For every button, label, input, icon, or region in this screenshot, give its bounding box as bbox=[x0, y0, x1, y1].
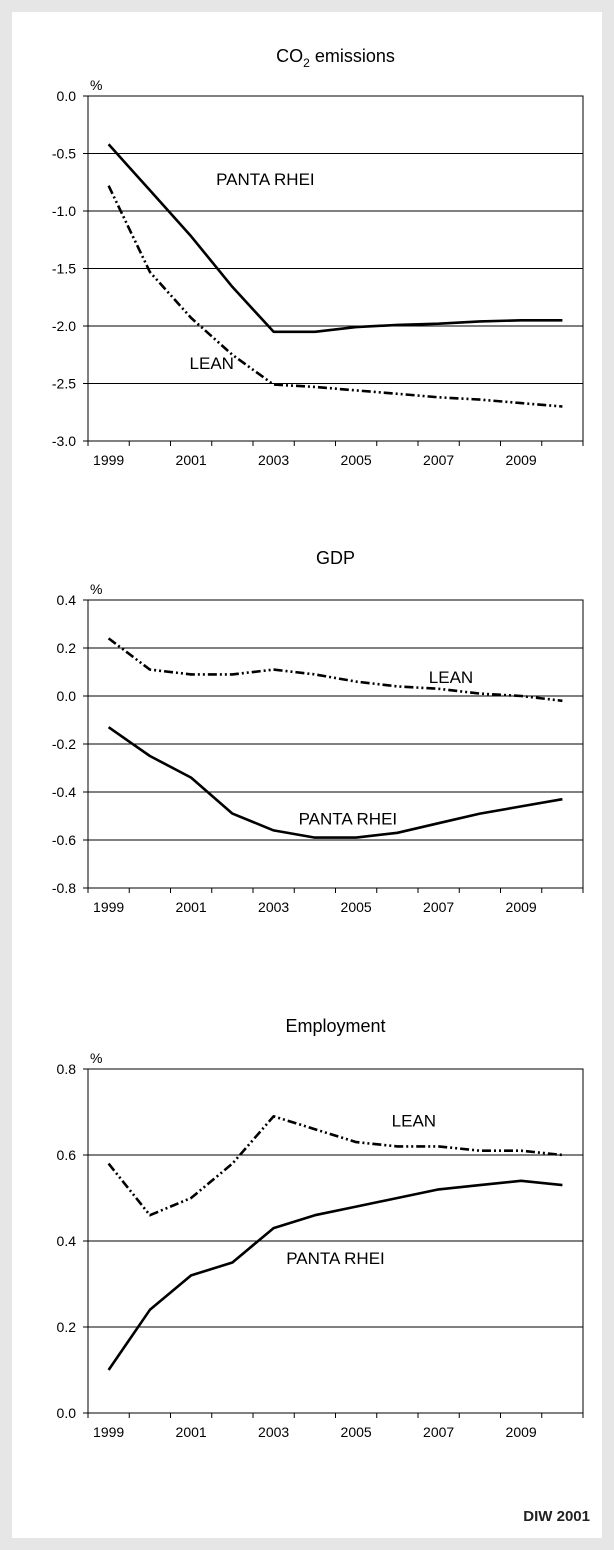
series-line-panta-rhei bbox=[107, 1179, 563, 1371]
x-tick-label: 1999 bbox=[93, 899, 124, 915]
x-tick-label: 2003 bbox=[258, 452, 289, 468]
series-label: LEAN bbox=[429, 668, 473, 687]
y-tick-label: 0.0 bbox=[57, 1405, 77, 1421]
x-tick-label: 2007 bbox=[423, 899, 454, 915]
x-tick-label: 2001 bbox=[176, 452, 207, 468]
chart-1: GDP% 0.4 0.2 0.0 -0.2 -0.4 -0.6 -0.8 1999 2001 200… bbox=[52, 548, 584, 915]
series-line-panta-rhei bbox=[107, 726, 563, 839]
series-label: PANTA RHEI bbox=[299, 809, 398, 828]
x-tick-label: 2009 bbox=[506, 452, 537, 468]
y-tick-label: -0.5 bbox=[52, 146, 76, 162]
x-tick-label: 2001 bbox=[176, 1424, 207, 1440]
y-tick-label: -0.2 bbox=[52, 736, 76, 752]
x-tick-label: 2009 bbox=[506, 899, 537, 915]
series-label: LEAN bbox=[190, 354, 234, 373]
series-line-lean bbox=[107, 185, 563, 408]
chart-title: GDP bbox=[316, 548, 355, 568]
x-tick-label: 2003 bbox=[258, 899, 289, 915]
series-line-panta-rhei bbox=[107, 143, 563, 334]
x-tick-label: 2007 bbox=[423, 452, 454, 468]
figure-panel bbox=[12, 12, 602, 1538]
y-tick-label: 0.4 bbox=[57, 592, 77, 608]
x-tick-label: 2005 bbox=[341, 1424, 372, 1440]
y-tick-label: 0.2 bbox=[57, 1319, 77, 1335]
x-tick-label: 2005 bbox=[341, 899, 372, 915]
chart-title: CO2 emissions bbox=[276, 46, 395, 70]
unit-label: % bbox=[90, 581, 102, 597]
chart-2: Employment% 0.8 0.6 0.4 0.2 0.0 1999 2001 2003 20… bbox=[57, 1016, 584, 1440]
y-tick-label: -2.5 bbox=[52, 376, 76, 392]
x-tick-label: 2005 bbox=[341, 452, 372, 468]
y-tick-label: -1.5 bbox=[52, 261, 76, 277]
series-line-lean bbox=[107, 637, 563, 703]
y-tick-label: 0.6 bbox=[57, 1147, 77, 1163]
x-tick-label: 1999 bbox=[93, 1424, 124, 1440]
y-tick-label: -0.8 bbox=[52, 880, 76, 896]
y-tick-label: -0.6 bbox=[52, 832, 76, 848]
unit-label: % bbox=[90, 77, 102, 93]
y-tick-label: -0.4 bbox=[52, 784, 76, 800]
series-line-lean bbox=[107, 1115, 563, 1217]
y-tick-label: 0.2 bbox=[57, 640, 77, 656]
y-tick-label: 0.0 bbox=[57, 688, 77, 704]
series-label: PANTA RHEI bbox=[216, 170, 315, 189]
y-tick-label: -2.0 bbox=[52, 318, 76, 334]
source-credit: DIW 2001 bbox=[523, 1508, 590, 1525]
unit-label: % bbox=[90, 1050, 102, 1066]
x-tick-label: 2001 bbox=[176, 899, 207, 915]
y-tick-label: -3.0 bbox=[52, 433, 76, 449]
series-label: PANTA RHEI bbox=[286, 1249, 385, 1268]
chart-title: Employment bbox=[285, 1016, 385, 1036]
x-tick-label: 2003 bbox=[258, 1424, 289, 1440]
series-label: LEAN bbox=[392, 1112, 436, 1131]
y-tick-label: 0.8 bbox=[57, 1061, 77, 1077]
chart-0: CO2 emissions% 0.0 -0.5 -1.0 -1.5 -2.0 -2.5 -3.… bbox=[52, 46, 584, 468]
y-tick-label: -1.0 bbox=[52, 203, 76, 219]
x-tick-label: 1999 bbox=[93, 452, 124, 468]
y-tick-label: 0.4 bbox=[57, 1233, 77, 1249]
x-tick-label: 2009 bbox=[506, 1424, 537, 1440]
x-tick-label: 2007 bbox=[423, 1424, 454, 1440]
y-tick-label: 0.0 bbox=[57, 88, 77, 104]
